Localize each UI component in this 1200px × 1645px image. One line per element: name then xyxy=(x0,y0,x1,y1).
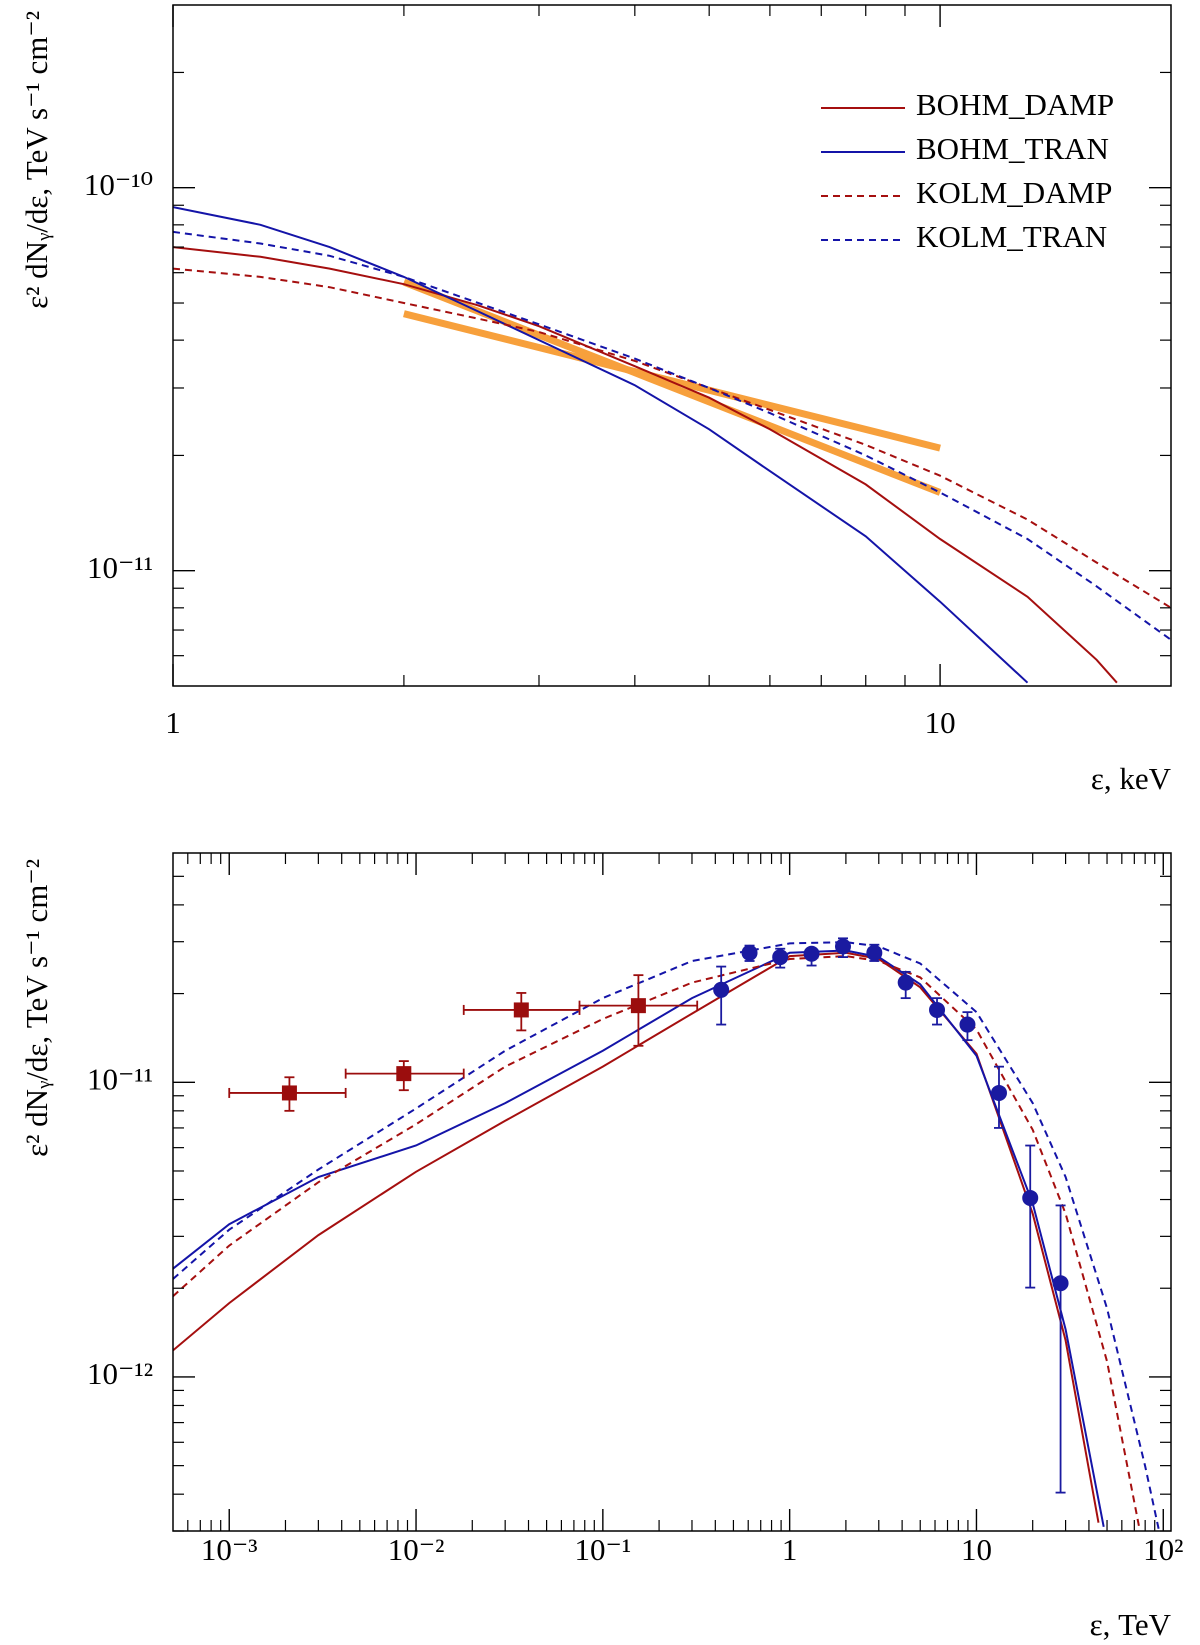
y-axis-label: ε² dNᵧ/dε, TeV s⁻¹ cm⁻² xyxy=(19,859,54,1157)
marker xyxy=(897,974,914,991)
y-tick-label: 10⁻¹¹ xyxy=(87,1061,153,1096)
fit-line xyxy=(402,278,942,496)
x-tick-label: 10 xyxy=(961,1532,992,1567)
marker xyxy=(803,945,820,962)
legend-label: BOHM_TRAN xyxy=(916,131,1109,166)
plot-area xyxy=(173,937,1161,1531)
curve xyxy=(173,267,1171,609)
curve xyxy=(173,246,1118,684)
plot-area xyxy=(173,206,1171,684)
curve xyxy=(173,230,1171,641)
marker xyxy=(990,1084,1007,1101)
y-tick-label: 10⁻¹² xyxy=(87,1356,153,1391)
legend-label: BOHM_DAMP xyxy=(916,87,1114,122)
y-axis-label: ε² dNᵧ/dε, TeV s⁻¹ cm⁻² xyxy=(19,11,54,309)
x-tick-label: 10⁻¹ xyxy=(575,1532,632,1567)
curve xyxy=(173,949,1105,1527)
curve xyxy=(173,951,1100,1523)
marker xyxy=(772,949,789,966)
x-tick-label: 1 xyxy=(165,705,181,740)
marker xyxy=(1022,1189,1039,1206)
marker xyxy=(959,1016,976,1033)
x-tick-label: 10² xyxy=(1143,1532,1183,1567)
x-axis-label: ε, TeV xyxy=(1090,1607,1172,1642)
x-tick-label: 10⁻³ xyxy=(201,1532,258,1567)
x-axis-label: ε, keV xyxy=(1091,761,1172,796)
x-tick-label: 1 xyxy=(782,1532,798,1567)
marker xyxy=(630,998,646,1014)
marker xyxy=(741,944,758,961)
curve xyxy=(173,206,1029,684)
marker xyxy=(866,944,883,961)
marker xyxy=(513,1002,529,1018)
marker xyxy=(713,981,730,998)
marker xyxy=(396,1066,412,1082)
y-tick-label: 10⁻¹¹ xyxy=(87,550,153,585)
marker xyxy=(1052,1275,1069,1292)
x-tick-label: 10⁻² xyxy=(388,1532,445,1567)
marker xyxy=(281,1085,297,1101)
x-tick-label: 10 xyxy=(925,705,956,740)
legend-label: KOLM_DAMP xyxy=(916,175,1112,210)
marker xyxy=(834,938,851,955)
marker xyxy=(929,1001,946,1018)
frame xyxy=(172,4,1172,687)
y-tick-label: 10⁻¹⁰ xyxy=(84,167,153,202)
curve xyxy=(173,941,1161,1531)
legend-label: KOLM_TRAN xyxy=(916,219,1107,254)
frame xyxy=(172,852,1172,1532)
